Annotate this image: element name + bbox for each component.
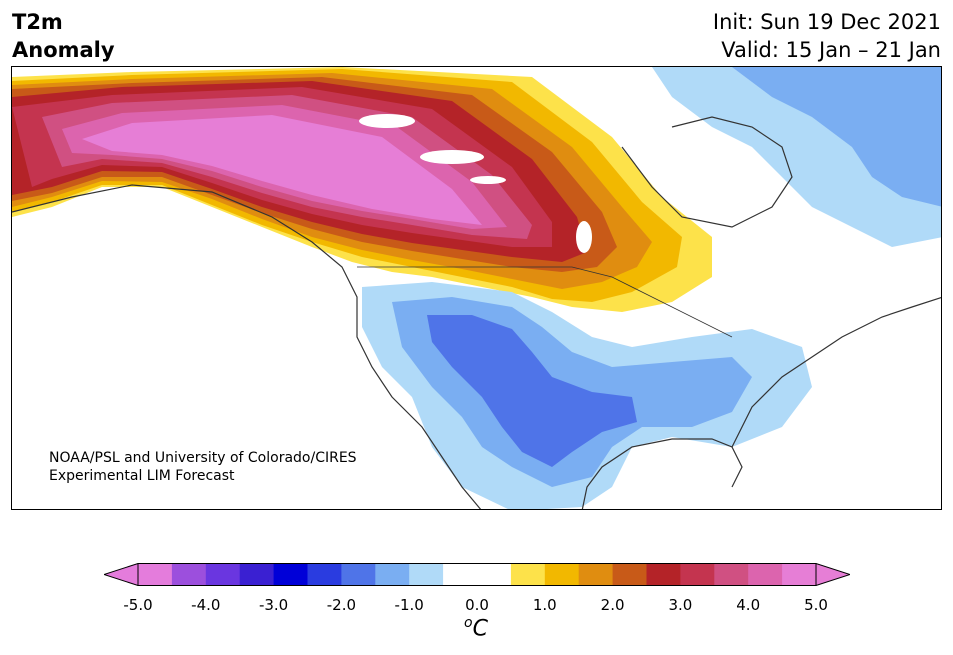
lakes-layer (359, 114, 592, 253)
colorbar-cell (544, 563, 580, 586)
anomaly-contour-5c (82, 115, 482, 225)
colorbar-tick-labels: -5.0 -4.0 -3.0 -2.0 -1.0 0.0 1.0 2.0 3.0 4.0 5.0 (0, 596, 953, 616)
credit-line-1: NOAA/PSL and University of Colorado/CIRE… (49, 450, 357, 466)
coastline-layer (12, 116, 941, 509)
colorbar-cell (443, 563, 478, 586)
map-canvas (12, 67, 941, 509)
colorbar-tick-label: 3.0 (668, 596, 693, 614)
colorbar-cell (307, 563, 342, 586)
colorbar-over-arrow (815, 563, 850, 586)
colorbar-cell (646, 563, 681, 586)
colorbar-cell (341, 563, 376, 586)
colorbar-tick-label: 2.0 (600, 596, 625, 614)
colorbar-tick-label: -1.0 (394, 596, 424, 614)
colorbar-cell (409, 563, 444, 586)
colorbar-outline (137, 563, 817, 586)
warm-anomaly-layer (12, 67, 712, 312)
colorbar-cell (612, 563, 647, 586)
lake-winnipeg (576, 221, 592, 253)
gulf-coastline (581, 438, 743, 509)
colorbar-cell (680, 563, 715, 586)
map-title: T2m Anomaly (12, 8, 115, 64)
colorbar (104, 563, 850, 586)
colorbar-cell (578, 563, 614, 586)
credit-text: NOAA/PSL and University of Colorado/CIRE… (49, 449, 357, 485)
anomaly-map (11, 66, 942, 510)
colorbar-tick-label: -2.0 (326, 596, 357, 614)
colorbar-unit-label: oC (464, 615, 488, 642)
cold-anomaly-layer (362, 67, 941, 509)
colorbar-cell (273, 563, 308, 586)
colorbar-cell (477, 563, 512, 586)
valid-range: Valid: 15 Jan – 21 Jan (721, 38, 941, 62)
variable-label: T2m (12, 10, 63, 34)
colorbar-tick-label: 5.0 (804, 596, 828, 614)
great-slave-lake (420, 150, 484, 164)
hudson-bay-coast (621, 116, 793, 228)
credit-line-2: Experimental LIM Forecast (49, 468, 235, 484)
colorbar-tick-label: 0.0 (465, 596, 489, 614)
colorbar-cell (171, 563, 207, 586)
colorbar-tick-label: 1.0 (532, 596, 557, 614)
colorbar-cell (748, 563, 783, 586)
lake-athabasca (470, 176, 506, 184)
colorbar-cell (714, 563, 749, 586)
init-date: Init: Sun 19 Dec 2021 (712, 10, 941, 34)
colorbar-cell (138, 563, 173, 586)
west-coastline (12, 184, 482, 509)
colorbar-tick-label: -3.0 (258, 596, 289, 614)
colorbar-cell (205, 563, 241, 586)
anomaly-contour-neg1.5c-east (732, 67, 941, 207)
colorbar-tick-label: -4.0 (191, 596, 221, 614)
colorbar-cell (782, 563, 817, 586)
colorbar-under-arrow (104, 563, 139, 586)
colorbar-cell (375, 563, 410, 586)
product-label: Anomaly (12, 38, 115, 62)
colorbar-tick-label: -5.0 (123, 596, 153, 614)
us-canada-border (357, 266, 733, 338)
colorbar-cell (510, 563, 546, 586)
great-bear-lake (359, 114, 415, 128)
colorbar-tick-label: 4.0 (736, 596, 761, 614)
forecast-dates: Init: Sun 19 Dec 2021 Valid: 15 Jan – 21… (713, 8, 941, 64)
colorbar-cell (239, 563, 275, 586)
anomaly-contour-neg2c-west (427, 315, 637, 467)
east-coastline (731, 297, 941, 448)
